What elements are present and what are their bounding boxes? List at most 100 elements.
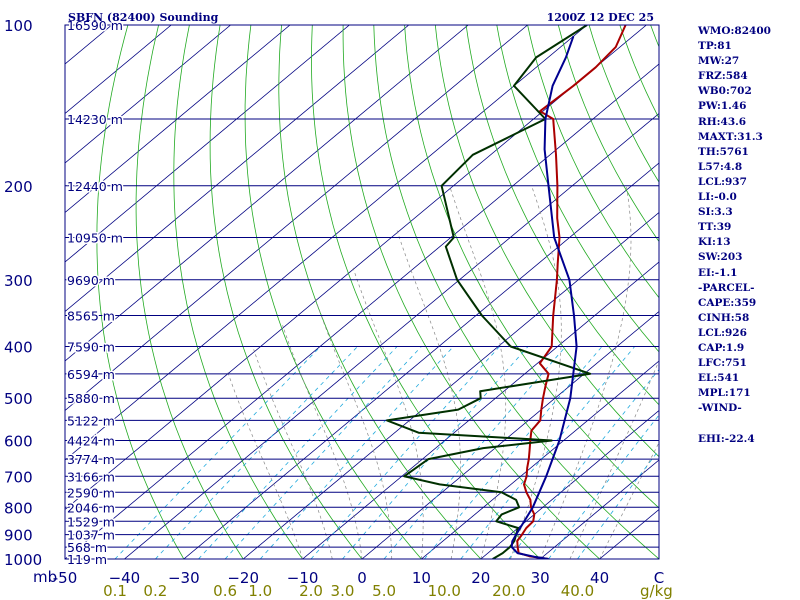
dry-adiabat-line [173, 25, 303, 559]
temperature-tick-label: −20 [227, 569, 259, 587]
height-label: 1037 m [67, 528, 115, 543]
isotherm-line [539, 459, 659, 559]
wind-index-value: EHI:-22.4 [698, 432, 755, 445]
height-label: 9690 m [67, 273, 115, 288]
height-label: 568 m [67, 540, 107, 555]
dry-adiabat-line [557, 25, 659, 243]
parcel-index-value: CAP:1.9 [698, 341, 745, 354]
dry-adiabat-line [373, 25, 659, 559]
wind-section-header: -WIND- [698, 402, 742, 415]
pressure-tick-label: 500 [4, 390, 33, 408]
index-value: KI:13 [698, 236, 731, 249]
parcel-index-value: CINH:58 [698, 311, 750, 324]
moist-adiabat-line [227, 371, 303, 559]
height-label: 10950 m [67, 230, 123, 245]
height-label: 4424 m [67, 434, 115, 449]
index-value: TP:81 [698, 40, 732, 53]
height-label: 1529 m [67, 514, 115, 529]
index-value: MW:27 [698, 55, 740, 68]
moist-adiabat-line [282, 325, 363, 559]
pressure-tick-label: 800 [4, 499, 33, 517]
mixing-ratio-tick-label: 10.0 [428, 582, 461, 600]
temperature-tick-label: 0 [357, 569, 367, 587]
dry-adiabat-line [278, 25, 482, 559]
dry-adiabat-line [342, 25, 600, 559]
index-value: LCL:937 [698, 175, 747, 188]
chart-title: SBFN (82400) Sounding [68, 11, 219, 24]
pressure-unit-label: mb [33, 568, 57, 586]
mixing-ratio-tick-label: 40.0 [561, 582, 594, 600]
index-value: MAXT:31.3 [698, 130, 763, 143]
moist-adiabat-line [395, 227, 461, 559]
mixing-ratio-tick-label: 1.0 [248, 582, 272, 600]
isotherm-line [183, 162, 659, 559]
height-label: 5122 m [67, 413, 115, 428]
isotherm-line [302, 261, 659, 559]
plot-background [65, 25, 659, 559]
moist-adiabat-line [352, 267, 424, 559]
index-value: TH:5761 [698, 145, 749, 158]
mixing-ratio-tick-label: 0.6 [213, 582, 237, 600]
mixing-ratio-tick-label: 2.0 [299, 582, 323, 600]
parcel-trace [510, 35, 578, 559]
mixing-ratio-unit-label: g/kg [640, 582, 673, 600]
isotherm-line [65, 25, 410, 313]
dry-adiabat-line [404, 25, 659, 509]
index-value: FRZ:584 [698, 70, 748, 83]
index-value: WMO:82400 [698, 25, 771, 37]
sounding-indices-panel: WMO:82400 TP:81 MW:27 FRZ:584 WB0:702 PW:1.46… [698, 24, 798, 447]
parcel-index-value: MPL:171 [698, 387, 751, 400]
index-value: SW:203 [698, 251, 743, 264]
isotherm-line [480, 409, 659, 559]
pressure-tick-label: 300 [4, 272, 33, 290]
temperature-trace [516, 25, 627, 559]
parcel-section-header: -PARCEL- [698, 281, 755, 294]
isotherm-line [65, 25, 469, 362]
isotherm-line [65, 25, 528, 412]
dry-adiabat-line [527, 25, 659, 299]
isotherm-line [65, 25, 588, 461]
parcel-index-value: LCL:926 [698, 326, 747, 339]
isotherm-line [65, 25, 231, 164]
isotherm-line [242, 211, 659, 559]
dry-adiabat-line [619, 25, 659, 120]
pressure-tick-label: 400 [4, 339, 33, 357]
plot-frame [64, 24, 660, 560]
temperature-tick-label: C [654, 569, 664, 587]
temperature-tick-label: 40 [590, 569, 609, 587]
isotherm-line [65, 25, 350, 263]
temperature-tick-label: 10 [412, 569, 431, 587]
pressure-tick-label: 100 [4, 17, 33, 35]
height-label: 3166 m [67, 469, 115, 484]
temperature-tick-label: −30 [168, 569, 200, 587]
panel-spacer [698, 416, 798, 431]
temperature-tick-label: -50 [53, 569, 78, 587]
pressure-tick-label: 600 [4, 433, 33, 451]
isotherm-line [361, 310, 659, 559]
dry-adiabat-line [96, 25, 185, 559]
index-value: WB0:702 [698, 85, 752, 98]
pressure-tick-label: 900 [4, 527, 33, 545]
temperature-tick-label: 20 [471, 569, 490, 587]
height-label: 16590 m [67, 18, 123, 33]
dry-adiabat-line [135, 25, 244, 559]
height-label: 5880 m [67, 391, 115, 406]
dry-adiabat-line [465, 25, 659, 406]
height-label: 6594 m [67, 367, 115, 382]
height-label: 2046 m [67, 500, 115, 515]
moist-adiabat-line [569, 359, 659, 559]
isotherm-line [65, 25, 291, 214]
moist-adiabat-line [599, 441, 659, 559]
dry-adiabat-line [311, 25, 541, 559]
temperature-tick-label: −10 [287, 569, 319, 587]
isotherm-line [421, 360, 659, 559]
height-label: 12440 m [67, 179, 123, 194]
isotherm-line [124, 112, 659, 559]
sounding-traces [386, 25, 627, 559]
pressure-tick-label: 1000 [4, 551, 42, 569]
isotherm-line [65, 63, 659, 559]
height-label: 119 m [67, 552, 107, 567]
height-label: 7590 m [67, 340, 115, 355]
temperature-tick-label: 30 [531, 569, 550, 587]
